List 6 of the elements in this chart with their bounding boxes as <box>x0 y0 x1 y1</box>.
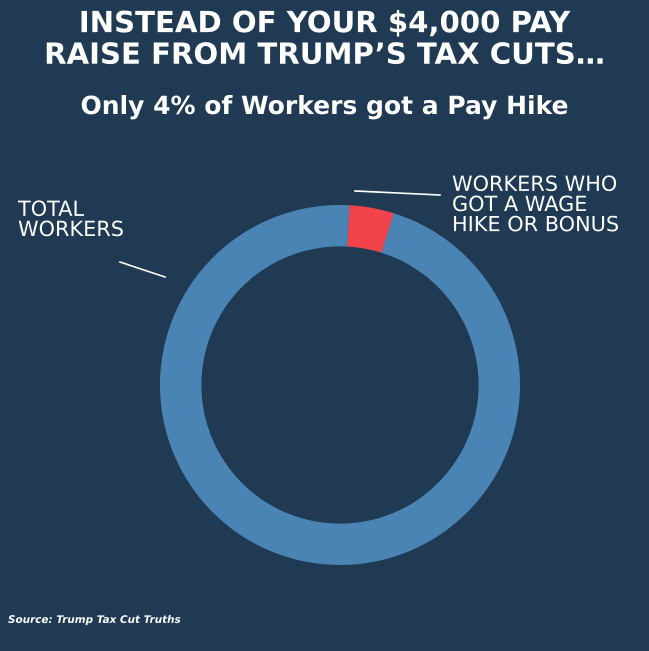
slice-label: WORKERS WHO GOT A WAGE HIKE OR BONUS <box>452 175 618 232</box>
donut-slice <box>347 205 394 253</box>
chart-title: INSTEAD OF YOUR $4,000 PAY RAISE FROM TRUMP’S TAX CUTS… <box>46 10 603 64</box>
slice-label: TOTAL WORKERS <box>18 200 123 236</box>
source-note: Source: Trump Tax Cut Truths <box>8 615 180 626</box>
chart-subtitle: Only 4% of Workers got a Pay Hike <box>82 95 568 120</box>
